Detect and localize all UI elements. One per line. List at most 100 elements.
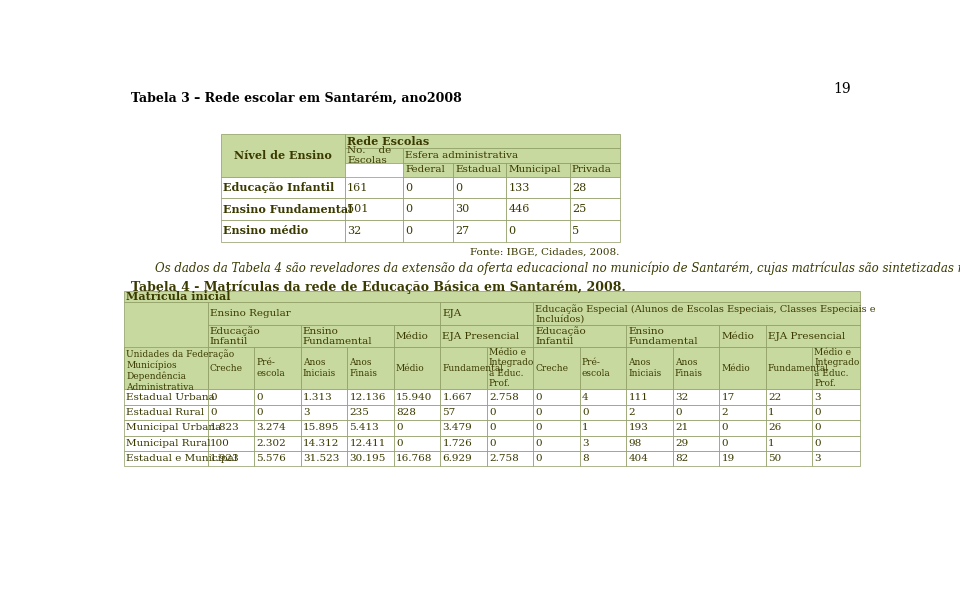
Bar (487, 436, 533, 451)
Bar (394, 420, 440, 436)
Bar (254, 451, 300, 466)
Text: 0: 0 (536, 423, 542, 432)
Bar (453, 220, 506, 242)
Text: Privada: Privada (572, 165, 612, 174)
Text: Médio: Médio (396, 332, 429, 341)
Bar (207, 302, 440, 326)
Text: Estadual Rural: Estadual Rural (126, 408, 204, 417)
Text: 1: 1 (582, 423, 588, 432)
Text: 32: 32 (348, 226, 361, 236)
Text: Esfera administrativa: Esfera administrativa (405, 151, 518, 160)
Bar (719, 451, 765, 466)
Bar (812, 347, 860, 389)
Bar (765, 326, 860, 347)
Bar (440, 347, 487, 389)
Bar (394, 404, 440, 420)
Text: 5.413: 5.413 (349, 423, 379, 432)
Bar (487, 451, 533, 466)
Text: Rede Escolas: Rede Escolas (348, 136, 429, 147)
Text: 50: 50 (768, 454, 781, 463)
Text: 3.479: 3.479 (443, 423, 472, 432)
Bar (124, 347, 207, 389)
Bar (506, 198, 569, 220)
Text: 21: 21 (675, 423, 688, 432)
Text: 1.667: 1.667 (443, 392, 472, 401)
Bar (403, 177, 453, 198)
Bar (394, 347, 440, 389)
Bar (348, 347, 394, 389)
Bar (719, 436, 765, 451)
Bar (453, 177, 506, 198)
Bar (221, 177, 345, 198)
Text: 2: 2 (629, 408, 635, 417)
Text: 0: 0 (814, 439, 821, 448)
Bar (765, 451, 812, 466)
Text: Estadual e Municipal: Estadual e Municipal (126, 454, 237, 463)
Text: Médio e
Integrado
a Educ.
Prof.: Médio e Integrado a Educ. Prof. (489, 348, 535, 388)
Text: 0: 0 (814, 423, 821, 432)
Bar (569, 163, 620, 177)
Bar (207, 347, 254, 389)
Text: Pré-
escola: Pré- escola (582, 358, 611, 378)
Bar (533, 451, 580, 466)
Text: 0: 0 (721, 423, 728, 432)
Bar (569, 220, 620, 242)
Bar (394, 451, 440, 466)
Text: Municipal Urbana: Municipal Urbana (126, 423, 222, 432)
Text: Médio e
Integrado
a Educ.
Prof.: Médio e Integrado a Educ. Prof. (814, 348, 860, 388)
Text: Anos
Iniciais: Anos Iniciais (303, 358, 336, 378)
Bar (719, 389, 765, 404)
Bar (221, 198, 345, 220)
Text: 0: 0 (456, 183, 463, 192)
Bar (207, 326, 300, 347)
Text: 30: 30 (456, 204, 469, 214)
Bar (765, 347, 812, 389)
Text: 2: 2 (721, 408, 728, 417)
Bar (394, 436, 440, 451)
Bar (300, 404, 348, 420)
Bar (394, 389, 440, 404)
Text: Municipal: Municipal (508, 165, 561, 174)
Text: Educação
Infantil: Educação Infantil (536, 326, 587, 346)
Text: 161: 161 (348, 183, 369, 192)
Bar (506, 177, 569, 198)
Text: 0: 0 (405, 226, 413, 236)
Bar (440, 302, 533, 326)
Bar (765, 436, 812, 451)
Bar (765, 404, 812, 420)
Bar (580, 389, 626, 404)
Bar (440, 420, 487, 436)
Bar (533, 326, 626, 347)
Text: 100: 100 (210, 439, 229, 448)
Bar (673, 420, 719, 436)
Bar (580, 420, 626, 436)
Text: 3: 3 (814, 454, 821, 463)
Text: 0: 0 (582, 408, 588, 417)
Bar (254, 347, 300, 389)
Text: 0: 0 (675, 408, 682, 417)
Bar (533, 302, 860, 326)
Text: Ensino Fundamental: Ensino Fundamental (223, 204, 352, 215)
Bar (580, 404, 626, 420)
Bar (345, 148, 403, 163)
Text: 111: 111 (629, 392, 648, 401)
Text: 26: 26 (768, 423, 781, 432)
Text: 29: 29 (675, 439, 688, 448)
Text: 12.411: 12.411 (349, 439, 386, 448)
Text: Anos
Iniciais: Anos Iniciais (629, 358, 661, 378)
Text: 133: 133 (508, 183, 530, 192)
Text: Creche: Creche (210, 364, 243, 373)
Bar (300, 326, 394, 347)
Text: 3: 3 (582, 439, 588, 448)
Bar (626, 451, 673, 466)
Bar (533, 347, 580, 389)
Text: 446: 446 (508, 204, 530, 214)
Bar (487, 347, 533, 389)
Text: 27: 27 (456, 226, 469, 236)
Text: 15.940: 15.940 (396, 392, 432, 401)
Bar (569, 177, 620, 198)
Text: 0: 0 (536, 408, 542, 417)
Bar (300, 347, 348, 389)
Bar (403, 220, 453, 242)
Bar (403, 198, 453, 220)
